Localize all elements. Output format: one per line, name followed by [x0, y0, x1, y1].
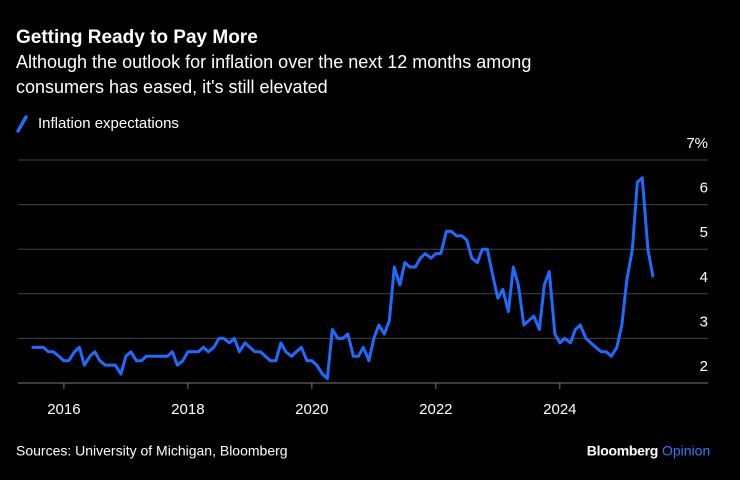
line-series [31, 176, 655, 381]
legend-label: Inflation expectations [38, 115, 179, 132]
x-tick-label: 2020 [295, 401, 328, 418]
x-tick-label: 2018 [171, 401, 204, 418]
y-tick-label: 2 [700, 358, 708, 375]
brand-label: Opinion [662, 443, 710, 459]
y-tick-label: 6 [700, 180, 708, 197]
brand-name: Bloomberg [587, 443, 658, 459]
x-tick-label: 2022 [419, 401, 452, 418]
x-tick-label: 2016 [47, 401, 80, 418]
source-note: Sources: University of Michigan, Bloombe… [16, 443, 288, 459]
y-tick-label: 4 [700, 269, 708, 286]
chart-subtitle: Although the outlook for inflation over … [16, 52, 531, 72]
chart-subtitle: consumers has eased, it's still elevated [16, 77, 328, 97]
y-tick-label: 5 [700, 224, 708, 241]
legend-swatch [16, 115, 28, 133]
chart-title: Getting Ready to Pay More [16, 27, 258, 48]
x-tick-label: 2024 [543, 401, 576, 418]
y-tick-label: 7% [686, 135, 708, 152]
y-tick-label: 3 [700, 313, 708, 330]
